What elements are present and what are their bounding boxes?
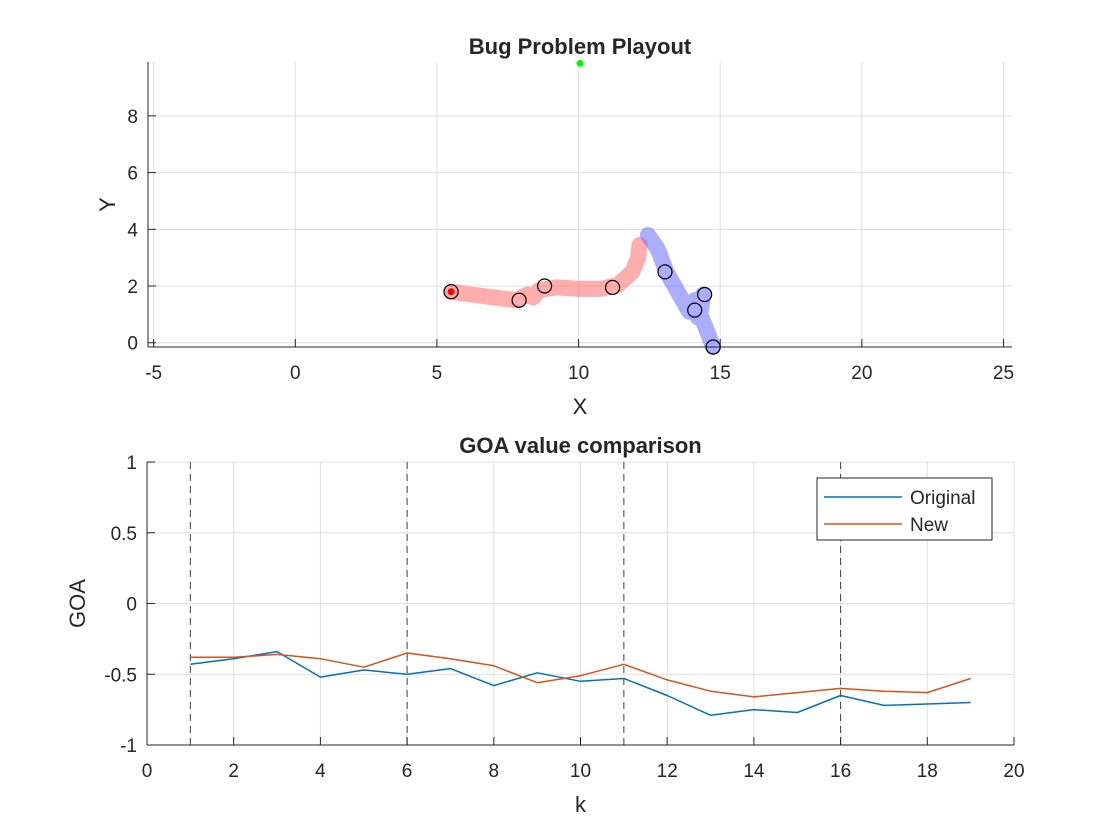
playout-y-tick-label-0: 0 (127, 334, 138, 355)
goa-x-tick-label-10: 20 (1003, 761, 1024, 782)
waypoint-marker-3 (604, 279, 621, 296)
waypoint-marker-4 (657, 264, 673, 280)
playout-title: Bug Problem Playout (469, 34, 692, 59)
goa-x-tick-label-6: 12 (657, 761, 678, 782)
playout-x-tick-label-2: 5 (432, 363, 443, 384)
goa-x-axis-label: k (575, 792, 587, 817)
playout-y-axis-label: Y (95, 197, 120, 212)
series-line-new (190, 652, 971, 698)
goa-title: GOA value comparison (459, 433, 701, 458)
playout-x-tick-label-5: 20 (851, 363, 872, 384)
goal-point (576, 59, 584, 67)
goa-y-tick-label-4: -1 (120, 736, 137, 757)
goa-x-tick-label-9: 18 (917, 761, 938, 782)
playout-data (443, 59, 722, 355)
blue-trajectory (640, 227, 722, 355)
legend-label-original: Original (910, 488, 975, 509)
playout-x-axis-label: X (573, 394, 588, 419)
goa-y-tick-label-3: -0.5 (104, 665, 137, 686)
goa-y-tick-label-2: 0 (126, 595, 137, 616)
goa-legend: Original New (816, 477, 993, 541)
legend-box (816, 477, 993, 541)
goa-x-tick-label-8: 16 (830, 761, 851, 782)
goa-x-tick-label-5: 10 (570, 761, 591, 782)
playout-grid (148, 62, 1012, 347)
playout-x-tick-label-0: -5 (145, 363, 162, 384)
goa-x-tick-label-4: 8 (489, 761, 500, 782)
playout-tick-labels: -5 0 5 10 15 20 25 0 2 4 6 8 (127, 107, 1014, 384)
goa-y-tick-label-1: 0.5 (111, 524, 137, 545)
series-line-original (190, 650, 971, 717)
goa-x-tick-label-7: 14 (743, 761, 765, 782)
waypoint-marker-1 (511, 292, 527, 308)
goa-axes: 0 2 4 6 8 10 12 14 16 18 20 1 0.5 0 -0.5 -1 GOA value c… (65, 433, 1025, 817)
goa-y-tick-label-0: 1 (126, 453, 137, 474)
playout-y-tick-label-1: 2 (127, 277, 138, 298)
legend-label-new: New (910, 515, 948, 536)
goa-tick-labels: 0 2 4 6 8 10 12 14 16 18 20 1 0.5 0 -0.5 -1 (104, 453, 1024, 782)
playout-x-tick-label-3: 10 (568, 363, 589, 384)
playout-x-tick-label-4: 15 (710, 363, 731, 384)
waypoint-marker-2 (536, 278, 553, 294)
playout-y-tick-label-4: 8 (127, 107, 138, 128)
waypoint-marker-6 (697, 286, 713, 303)
start-point (447, 288, 455, 296)
goa-x-tick-label-0: 0 (142, 761, 153, 782)
playout-x-tick-label-1: 0 (290, 363, 301, 384)
goa-y-axis-label: GOA (65, 579, 90, 628)
playout-y-tick-label-3: 6 (127, 164, 138, 185)
playout-axis-lines (147, 62, 1012, 348)
playout-plot-area (148, 62, 1012, 347)
goa-x-tick-label-3: 6 (402, 761, 413, 782)
goa-axis-lines (146, 461, 1015, 746)
playout-x-tick-label-6: 25 (993, 363, 1014, 384)
red-trajectory (443, 236, 648, 309)
waypoint-marker-0 (443, 284, 459, 300)
goa-x-tick-label-1: 2 (228, 761, 239, 782)
goa-x-tick-label-2: 4 (315, 761, 326, 782)
waypoint-marker-5 (687, 302, 703, 318)
goa-data (189, 462, 971, 745)
playout-y-tick-label-2: 4 (127, 220, 138, 241)
